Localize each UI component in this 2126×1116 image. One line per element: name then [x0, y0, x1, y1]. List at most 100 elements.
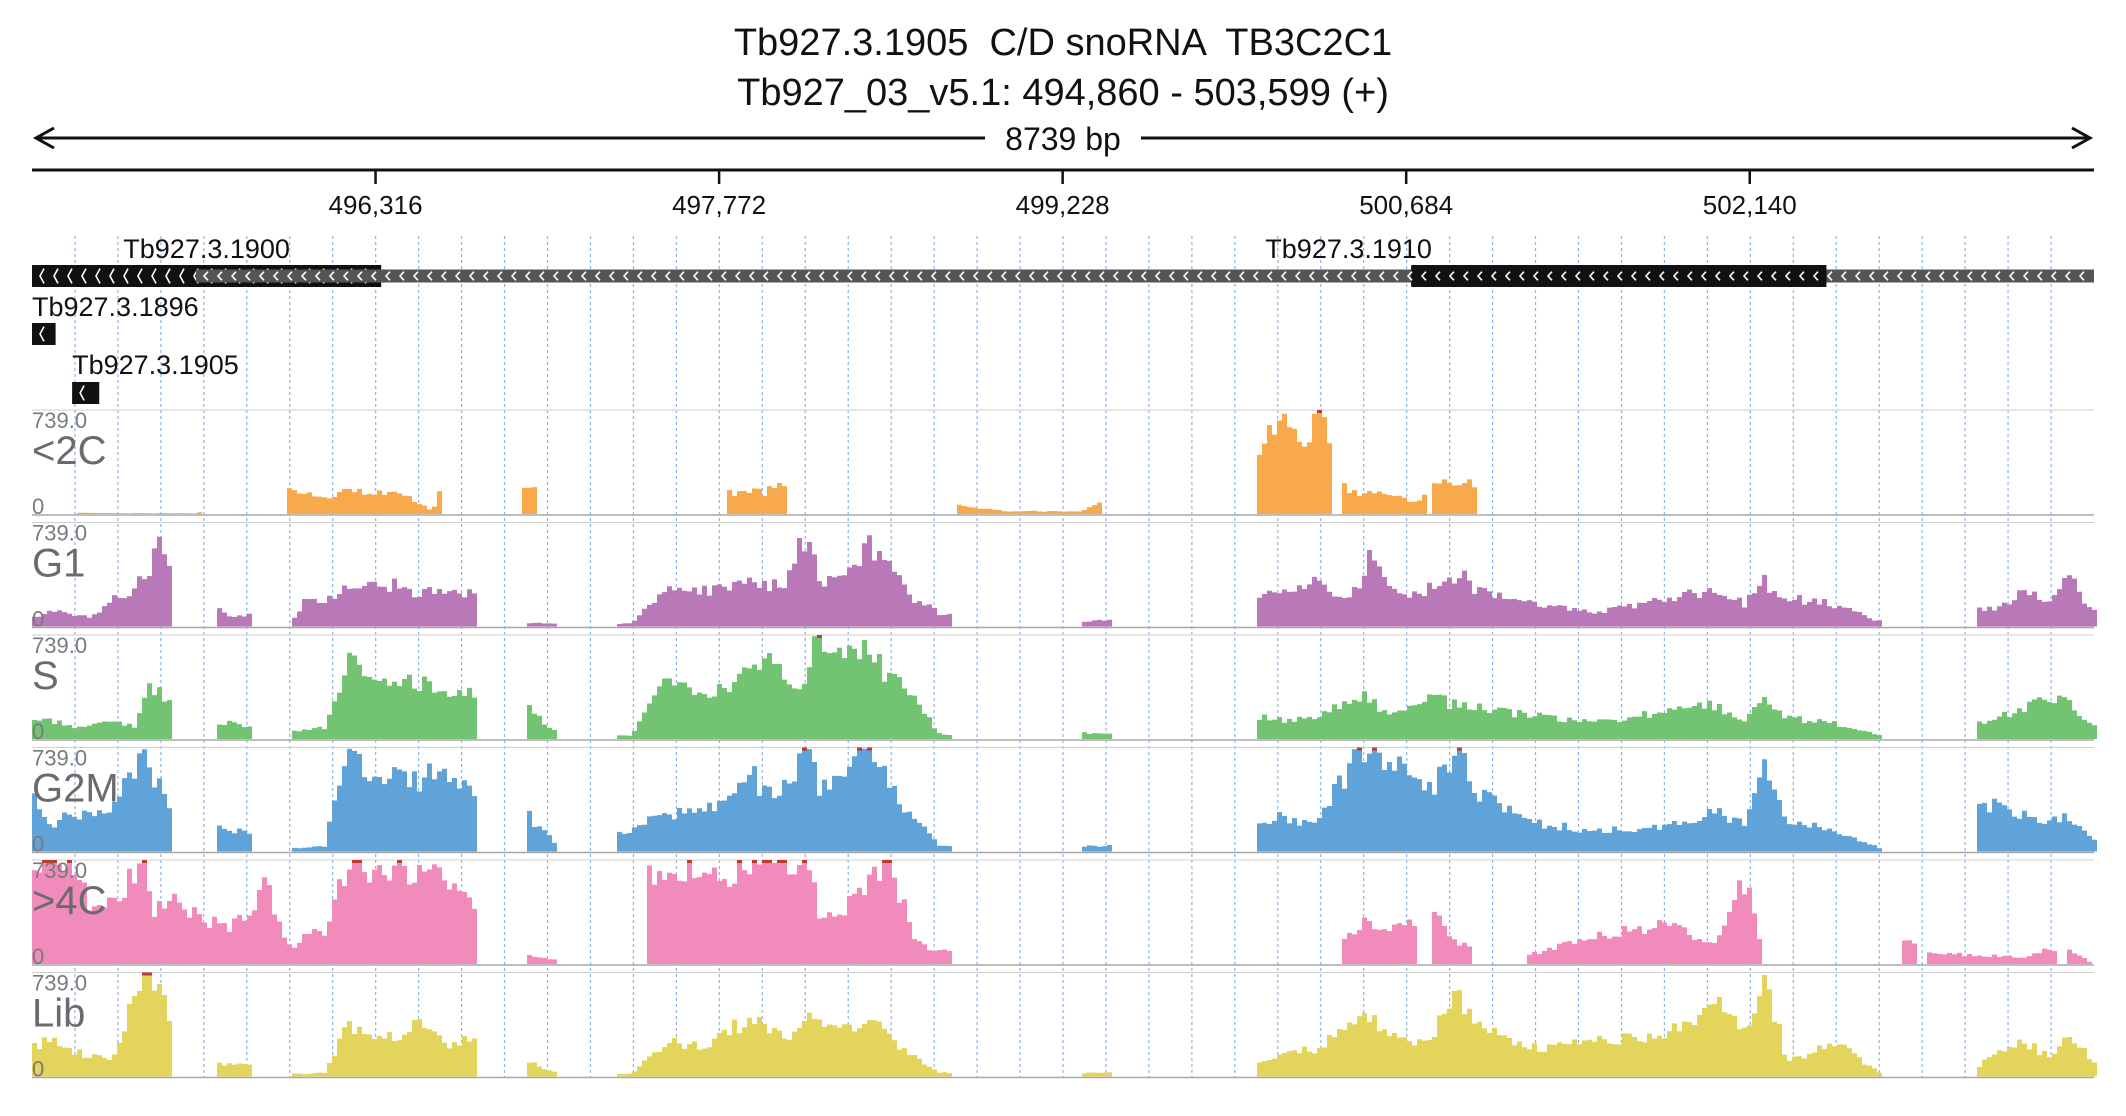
span-arrow-left — [32, 126, 55, 150]
track-name: G1 — [32, 542, 85, 586]
strand-chevron — [123, 268, 129, 284]
strand-chevron — [1882, 271, 1889, 281]
strand-chevron — [482, 271, 489, 281]
span-label-bg — [985, 118, 1141, 158]
strand-chevron — [384, 271, 391, 281]
strand-chevron — [692, 271, 699, 281]
track-G1 — [32, 522, 2097, 629]
clipped-marker — [142, 860, 147, 863]
strand-chevron — [109, 268, 115, 284]
strand-chevron — [1392, 271, 1399, 281]
clipped-marker — [777, 860, 782, 863]
strand-chevron — [1280, 271, 1287, 281]
strand-chevron — [1378, 271, 1385, 281]
track-max-label: 739.0 — [32, 971, 87, 996]
strand-chevron — [1518, 271, 1525, 281]
track-max-label: 739.0 — [32, 521, 87, 546]
clipped-marker — [867, 747, 872, 751]
strand-chevron — [1448, 271, 1455, 281]
strand-chevron — [706, 271, 713, 281]
chart-title: Tb927.3.1905 C/D snoRNA TB3C2C1 — [733, 22, 1393, 64]
track-min-label: 0 — [32, 944, 44, 969]
gene-label: Tb927.3.1900 — [123, 234, 290, 264]
strand-chevron — [300, 271, 307, 281]
strand-chevron — [1238, 271, 1245, 281]
strand-chevron — [1686, 271, 1693, 281]
coverage-bars — [32, 747, 2097, 852]
strand-chevron — [286, 271, 293, 281]
strand-chevron — [137, 268, 143, 284]
strand-chevron — [1462, 271, 1469, 281]
strand-chevron — [1070, 271, 1077, 281]
strand-chevron — [426, 271, 433, 281]
strand-chevron — [1084, 271, 1091, 281]
strand-chevron — [1658, 271, 1665, 281]
clipped-marker — [782, 860, 787, 863]
strand-chevron — [1266, 271, 1273, 281]
strand-chevron — [2008, 271, 2015, 281]
clipped-marker — [687, 860, 692, 863]
track-name: G2M — [32, 767, 119, 811]
strand-chevron — [1532, 271, 1539, 281]
strand-chevron — [1714, 271, 1721, 281]
ruler-tick-label: 500,684 — [1359, 190, 1453, 220]
track-name: Lib — [32, 992, 85, 1036]
strand-chevron — [1308, 271, 1315, 281]
strand-chevron — [524, 271, 531, 281]
strand-chevron — [165, 268, 171, 284]
strand-chevron — [39, 268, 45, 284]
strand-chevron — [930, 271, 937, 281]
strand-chevron — [1196, 271, 1203, 281]
strand-chevron — [1910, 271, 1917, 281]
chart-subtitle: Tb927_03_v5.1: 494,860 - 503,599 (+) — [737, 72, 1389, 114]
strand-chevron — [1140, 271, 1147, 281]
strand-chevron — [1042, 271, 1049, 281]
strand-chevron — [314, 271, 321, 281]
strand-chevron — [2078, 271, 2085, 281]
strand-chevron — [1350, 271, 1357, 281]
ruler-tick-label: 496,316 — [329, 190, 423, 220]
strand-chevron — [1966, 271, 1973, 281]
strand-chevron — [67, 268, 73, 284]
strand-chevron — [1812, 271, 1819, 281]
strand-chevron — [1112, 271, 1119, 281]
strand-chevron — [538, 271, 545, 281]
strand-chevron — [846, 271, 853, 281]
strand-chevron — [2064, 271, 2071, 281]
clipped-marker — [802, 747, 807, 751]
strand-chevron — [1294, 271, 1301, 281]
track-max-label: 739.0 — [32, 633, 87, 658]
clipped-marker — [857, 747, 862, 751]
ruler-tick-label: 502,140 — [1703, 190, 1797, 220]
strand-chevron — [594, 271, 601, 281]
strand-chevron — [1336, 271, 1343, 281]
track-min-label: 0 — [32, 607, 44, 632]
strand-chevron — [468, 271, 475, 281]
strand-chevrons — [79, 385, 85, 401]
gene-feature — [72, 382, 100, 404]
clipped-marker — [147, 972, 152, 976]
strand-chevron — [1210, 271, 1217, 281]
strand-chevron — [1798, 271, 1805, 281]
strand-chevron — [1322, 271, 1329, 281]
strand-chevron — [2050, 271, 2057, 281]
clipped-marker — [752, 860, 757, 863]
strand-chevron — [1420, 271, 1427, 281]
strand-chevron — [1406, 271, 1413, 281]
track-G2M — [32, 747, 2097, 854]
coverage-bars — [32, 860, 2092, 964]
clipped-marker — [1317, 410, 1322, 413]
strand-chevron — [972, 271, 979, 281]
strand-chevron — [888, 271, 895, 281]
strand-chevron — [1252, 271, 1259, 281]
track-Lib — [32, 972, 2097, 1079]
clipped-marker — [767, 860, 772, 863]
strand-chevron — [818, 271, 825, 281]
strand-chevron — [734, 271, 741, 281]
strand-chevron — [1154, 271, 1161, 281]
strand-chevron — [678, 271, 685, 281]
strand-chevron — [496, 271, 503, 281]
span-arrow-right — [2071, 126, 2094, 150]
strand-chevron — [216, 271, 223, 281]
strand-chevron — [202, 271, 209, 281]
